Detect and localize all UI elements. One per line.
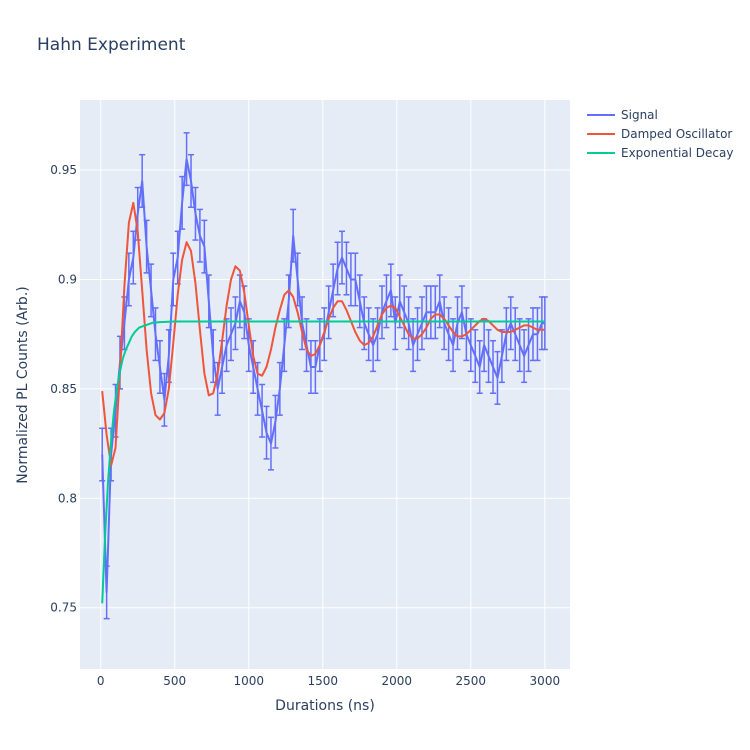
x-tick-label: 3000 — [530, 674, 561, 688]
plot-area[interactable] — [80, 100, 570, 669]
legend-item-damped-oscillator[interactable]: Damped Oscillator — [587, 127, 732, 141]
tick-labels: 0 500 1000 1500 2000 2500 3000 0.75 0.8 0.85 0.9 0.… — [50, 163, 560, 688]
series-layer — [99, 132, 548, 620]
y-tick-label: 0.95 — [50, 163, 77, 177]
legend-label: Signal — [621, 108, 658, 122]
legend-label: Exponential Decay — [621, 146, 733, 160]
y-tick-label: 0.8 — [58, 491, 77, 505]
legend-item-signal[interactable]: Signal — [587, 108, 658, 122]
y-tick-label: 0.9 — [58, 272, 77, 286]
chart-title: Hahn Experiment — [37, 35, 186, 55]
exponential-decay-line[interactable] — [101, 320, 545, 604]
legend-item-exponential-decay[interactable]: Exponential Decay — [587, 146, 733, 160]
x-axis-label: Durations (ns) — [275, 698, 375, 714]
x-tick-label: 1500 — [308, 674, 339, 688]
gridlines — [80, 100, 570, 669]
y-tick-label: 0.75 — [50, 601, 77, 615]
legend: Signal Damped Oscillator Exponential Decay — [587, 108, 733, 160]
x-tick-label: 2500 — [456, 674, 487, 688]
y-axis-label: Normalized PL Counts (Arb.) — [15, 286, 31, 483]
y-tick-label: 0.85 — [50, 382, 77, 396]
legend-label: Damped Oscillator — [621, 127, 732, 141]
damped-oscillator-line[interactable] — [101, 201, 545, 467]
x-tick-label: 1000 — [233, 674, 264, 688]
x-tick-label: 0 — [97, 674, 105, 688]
x-tick-label: 500 — [163, 674, 186, 688]
x-tick-label: 2000 — [382, 674, 413, 688]
